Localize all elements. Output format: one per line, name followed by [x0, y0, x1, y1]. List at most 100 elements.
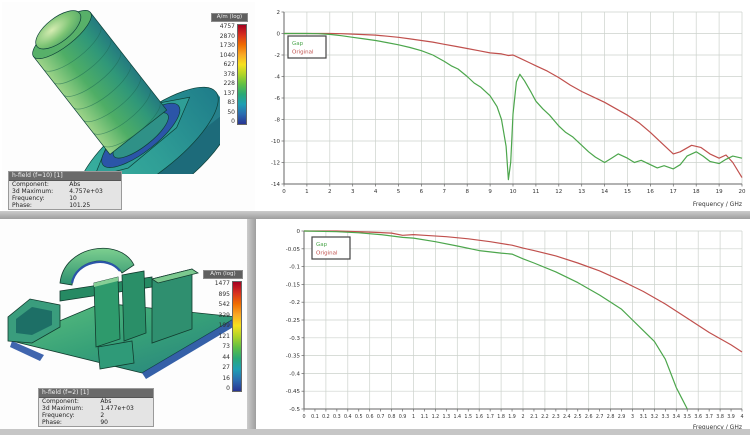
chart-legend[interactable] [287, 35, 327, 59]
y-tick-label: -10 [271, 139, 280, 145]
colorbar-tick-label: 2870 [219, 32, 235, 40]
plot-panel-top[interactable]: 0 1 2 3 4 5 6 7 8 9 10 11 12 13 14 15 16 17 18 19 20 2 0 -2 -4 -6… [256, 2, 750, 211]
y-tick-label: -0.45 [286, 389, 301, 395]
x-tick-label: 7 [443, 189, 447, 195]
legend-entry-gap: Gap [292, 41, 304, 47]
colorbar-tick-label: 27 [222, 364, 230, 371]
colorbar-tick-label: 121 [218, 332, 230, 340]
x-tick-label: 3.6 [694, 414, 702, 420]
x-tick-label: 0.4 [344, 414, 352, 420]
x-tick-label: 2.8 [607, 414, 615, 420]
curve-gap[interactable] [303, 230, 688, 410]
colorbar-tick-label: 44 [222, 353, 230, 361]
curve-original[interactable] [284, 32, 743, 178]
colorbar-tick-label: 1730 [219, 42, 235, 49]
vertical-splitter[interactable] [247, 219, 256, 435]
curve-gap[interactable] [284, 32, 743, 181]
x-tick-label: 1.6 [475, 414, 483, 420]
x-tick-label: 2 [328, 189, 332, 195]
colorbar-title: A/m (log) [203, 270, 243, 279]
y-tick-label: -0.15 [286, 282, 301, 288]
curve-original[interactable] [304, 230, 743, 353]
field-info-rows: Component: Abs 3d Maximum: 1.477e+03 Frequen… [39, 398, 153, 426]
colorbar-tick-label: 542 [218, 301, 230, 308]
y-tick-label: -0.2 [289, 300, 300, 306]
horizontal-splitter[interactable] [0, 211, 750, 219]
x-tick-label: 4 [740, 414, 743, 420]
bottom-chrome-strip [0, 429, 750, 435]
x-tick-label: 0.3 [333, 414, 341, 420]
colorbar-tick-label: 228 [223, 80, 235, 87]
colorbar-tick-label: 329 [218, 311, 230, 319]
x-axis-label: Frequency / GHz [693, 424, 742, 429]
x-tick-label: 17 [670, 189, 677, 195]
x-tick-label: 3.8 [716, 414, 724, 420]
colorbar-tick-label: 0 [226, 385, 230, 392]
y-tick-label: -0.1 [289, 265, 300, 271]
x-tick-label: 3 [631, 414, 634, 420]
x-tick-label: 0 [282, 189, 286, 195]
viewport-3d-bolt[interactable]: A/m (log) 4757 2870 1730 1040 627 378 228 137 83… [2, 2, 255, 211]
x-tick-label: 2.9 [618, 414, 626, 420]
field-info-box: h-field (f=10) [1] Component: Abs 3d Maxim… [8, 171, 122, 210]
y-tick-label: -4 [275, 75, 281, 81]
info-row: Phase: 90 [42, 419, 108, 426]
x-tick-label: 20 [739, 189, 746, 195]
colorbar-labels: 1477 895 542 329 199 121 73 44 27 16 0 [215, 281, 230, 392]
bolt-3d-model [32, 10, 220, 174]
y-tick-label: -6 [275, 96, 281, 102]
sparameter-chart-top[interactable]: 0 1 2 3 4 5 6 7 8 9 10 11 12 13 14 15 16 17 18 19 2020-2-4-6… [256, 2, 750, 211]
y-tick-label: -14 [271, 182, 280, 188]
x-tick-label: 3 [351, 189, 355, 195]
x-tick-label: 5 [397, 189, 401, 195]
x-tick-label: 2.5 [574, 414, 582, 420]
info-row: Frequency: 10 [12, 195, 77, 202]
field-colorbar: A/m (log) 1477 895 542 329 199 121 73 44 27 16 0 [203, 270, 243, 394]
x-tick-label: 1.9 [508, 414, 516, 420]
info-row: Component: Abs [42, 398, 112, 405]
sparameter-chart-bottom[interactable]: 0 0.1 0.2 0.3 0.4 0.5 0.6 0.7 0.8 0.9 1 1.1 1.2 1.3 1.… [256, 219, 750, 429]
legend-entry-original: Original [316, 251, 338, 257]
x-tick-label: 2.4 [563, 414, 571, 420]
x-tick-label: 1.5 [464, 414, 472, 420]
colorbar-tick-label: 73 [222, 343, 230, 350]
x-tick-label: 1.1 [421, 414, 429, 420]
y-tick-label: -0.3 [289, 336, 300, 342]
x-tick-label: 0.6 [366, 414, 374, 420]
x-tick-label: 3.2 [651, 414, 659, 420]
x-tick-label: 0.5 [355, 414, 363, 420]
viewport-3d-clip[interactable]: A/m (log) 1477 895 542 329 199 121 73 44 27 16 0 h… [0, 219, 247, 429]
y-tick-label: -0.4 [289, 371, 300, 377]
legend-entry-original: Original [292, 50, 314, 56]
y-tick-label: 0 [277, 32, 281, 38]
x-tick-label: 2.2 [541, 414, 549, 420]
x-tick-label: 2.1 [530, 414, 538, 420]
x-tick-label: 4 [374, 189, 378, 195]
colorbar-tick-label: 895 [218, 290, 230, 298]
x-tick-label: 0.7 [377, 414, 385, 420]
y-tick-label: 0 [297, 229, 301, 235]
bolt-geometry [32, 10, 220, 174]
y-tick-label: -0.25 [286, 318, 301, 324]
y-tick-label: -0.5 [289, 407, 300, 413]
colorbar-tick-label: 378 [223, 70, 235, 78]
x-tick-label: 14 [601, 189, 608, 195]
x-tick-label: 2.6 [585, 414, 593, 420]
info-row: 3d Maximum: 1.477e+03 [42, 405, 134, 412]
y-tick-label: -2 [275, 53, 280, 59]
x-tick-label: 18 [693, 189, 700, 195]
x-tick-label: 16 [647, 189, 654, 195]
colorbar-gradient [237, 24, 247, 125]
x-tick-label: 1.2 [432, 414, 440, 420]
field-info-header: h-field (f=2) [1] [39, 389, 153, 398]
field-info-rows: Component: Abs 3d Maximum: 4.757e+03 Frequen… [9, 181, 121, 209]
colorbar-tick-label: 1477 [214, 280, 230, 287]
x-tick-label: 3.5 [683, 414, 691, 420]
colorbar-tick-label: 1040 [219, 51, 235, 59]
y-tick-label: -0.05 [286, 247, 301, 253]
plot-panel-bottom[interactable]: 0 0.1 0.2 0.3 0.4 0.5 0.6 0.7 0.8 0.9 1 1.1 1.2 1.3 1.… [256, 219, 750, 429]
colorbar-tick-label: 4757 [219, 23, 235, 30]
x-tick-label: 3.9 [727, 414, 735, 420]
chart-legend[interactable] [311, 236, 351, 260]
